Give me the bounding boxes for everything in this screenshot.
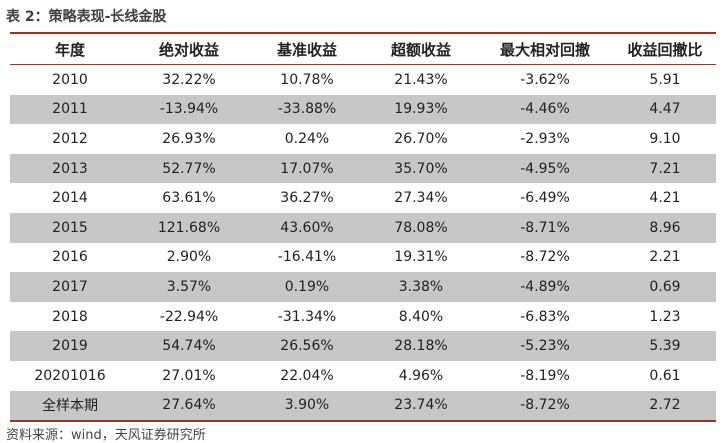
table-row: 2014 63.61% 36.27% 27.34% -6.49% 4.21 [10, 183, 716, 213]
cell-return-drawdown-ratio: 4.21 [649, 190, 681, 207]
table-row: 20201016 27.01% 22.04% 4.96% -8.19% 0.61 [10, 361, 716, 391]
cell-max-relative-drawdown: -8.71% [520, 219, 570, 236]
cell-benchmark-return: 43.60% [280, 219, 334, 236]
cell-excess-return: 4.96% [398, 367, 444, 384]
column-header-max-relative-drawdown: 最大相对回撤 [499, 40, 590, 59]
cell-return-drawdown-ratio: 0.69 [649, 278, 681, 295]
cell-excess-return: 3.38% [398, 278, 444, 295]
table-header-row: 年度 绝对收益 基准收益 超额收益 最大相对回撤 收益回撤比 [10, 34, 716, 65]
cell-benchmark-return: -31.34% [277, 308, 337, 325]
cell-absolute-return: 54.74% [162, 338, 216, 355]
cell-year: 2012 [52, 130, 88, 147]
cell-year: 2010 [52, 71, 88, 88]
cell-benchmark-return: -16.41% [277, 249, 337, 266]
cell-return-drawdown-ratio: 1.23 [649, 308, 681, 325]
cell-return-drawdown-ratio: 2.72 [649, 397, 681, 414]
cell-absolute-return: 26.93% [162, 130, 216, 147]
cell-excess-return: 27.34% [394, 190, 448, 207]
cell-year: 2019 [52, 338, 88, 355]
cell-benchmark-return: 26.56% [280, 338, 334, 355]
column-header-excess-return: 超额收益 [390, 40, 451, 59]
column-header-benchmark-return: 基准收益 [276, 40, 337, 59]
cell-excess-return: 21.43% [394, 71, 448, 88]
cell-return-drawdown-ratio: 0.61 [649, 367, 681, 384]
cell-return-drawdown-ratio: 9.10 [649, 130, 681, 147]
table-row: 2012 26.93% 0.24% 26.70% -2.93% 9.10 [10, 124, 716, 154]
cell-max-relative-drawdown: -2.93% [520, 130, 570, 147]
cell-benchmark-return: 17.07% [280, 160, 334, 177]
cell-return-drawdown-ratio: 4.47 [649, 101, 681, 118]
table-row: 2018 -22.94% -31.34% 8.40% -6.83% 1.23 [10, 302, 716, 332]
table-row: 2013 52.77% 17.07% 35.70% -4.95% 7.21 [10, 153, 716, 184]
cell-max-relative-drawdown: -6.49% [520, 190, 570, 207]
cell-absolute-return: 52.77% [162, 160, 216, 177]
cell-year: 2015 [52, 219, 88, 236]
table-row: 2017 3.57% 0.19% 3.38% -4.89% 0.69 [10, 272, 716, 302]
cell-excess-return: 35.70% [394, 160, 448, 177]
table-row: 2010 32.22% 10.78% 21.43% -3.62% 5.91 [10, 65, 716, 95]
cell-max-relative-drawdown: -8.72% [520, 249, 570, 266]
table-row: 2019 54.74% 26.56% 28.18% -5.23% 5.39 [10, 331, 716, 361]
cell-year: 2011 [52, 101, 88, 118]
cell-benchmark-return: 3.90% [284, 397, 330, 414]
cell-benchmark-return: 0.24% [284, 130, 330, 147]
table-row: 2015 121.68% 43.60% 78.08% -8.71% 8.96 [10, 212, 716, 243]
source-note: 资料来源：wind，天风证券研究所 [6, 428, 206, 443]
cell-benchmark-return: 0.19% [284, 278, 330, 295]
cell-absolute-return: 63.61% [162, 190, 216, 207]
cell-absolute-return: -13.94% [159, 101, 219, 118]
table-row: 2016 2.90% -16.41% 19.31% -8.72% 2.21 [10, 243, 716, 273]
column-header-absolute-return: 绝对收益 [158, 40, 219, 59]
cell-absolute-return: 3.57% [166, 278, 212, 295]
cell-excess-return: 78.08% [394, 219, 448, 236]
cell-benchmark-return: 22.04% [280, 367, 334, 384]
cell-benchmark-return: -33.88% [277, 101, 337, 118]
cell-year: 全样本期 [42, 398, 98, 415]
cell-excess-return: 19.93% [394, 101, 448, 118]
cell-excess-return: 26.70% [394, 130, 448, 147]
cell-year: 2018 [52, 308, 88, 325]
cell-max-relative-drawdown: -8.72% [520, 397, 570, 414]
cell-absolute-return: 2.90% [166, 249, 212, 266]
cell-absolute-return: 27.01% [162, 367, 216, 384]
cell-max-relative-drawdown: -4.46% [520, 101, 570, 118]
cell-absolute-return: 121.68% [157, 219, 221, 236]
cell-max-relative-drawdown: -8.19% [520, 367, 570, 384]
cell-excess-return: 28.18% [394, 338, 448, 355]
cell-year: 2016 [52, 249, 88, 266]
cell-excess-return: 23.74% [394, 397, 448, 414]
cell-max-relative-drawdown: -6.83% [520, 308, 570, 325]
strategy-performance-table: 年度 绝对收益 基准收益 超额收益 最大相对回撤 收益回撤比 2010 32.22… [10, 32, 716, 423]
cell-return-drawdown-ratio: 8.96 [649, 219, 681, 236]
cell-absolute-return: -22.94% [159, 308, 219, 325]
cell-return-drawdown-ratio: 2.21 [649, 249, 681, 266]
cell-year: 20201016 [34, 367, 106, 384]
cell-max-relative-drawdown: -5.23% [520, 338, 570, 355]
column-header-return-drawdown-ratio: 收益回撤比 [627, 40, 703, 59]
cell-benchmark-return: 10.78% [280, 71, 334, 88]
cell-year: 2013 [52, 160, 88, 177]
cell-max-relative-drawdown: -4.89% [520, 278, 570, 295]
cell-benchmark-return: 36.27% [280, 190, 334, 207]
cell-return-drawdown-ratio: 5.39 [649, 338, 681, 355]
table-row: 2011 -13.94% -33.88% 19.93% -4.46% 4.47 [10, 94, 716, 125]
cell-absolute-return: 32.22% [162, 71, 216, 88]
cell-max-relative-drawdown: -4.95% [520, 160, 570, 177]
cell-excess-return: 8.40% [398, 308, 444, 325]
cell-excess-return: 19.31% [394, 249, 448, 266]
column-header-year: 年度 [54, 40, 85, 59]
table-body: 2010 32.22% 10.78% 21.43% -3.62% 5.91 2011 -13.… [10, 65, 716, 421]
cell-absolute-return: 27.64% [162, 397, 216, 414]
cell-year: 2017 [52, 278, 88, 295]
cell-return-drawdown-ratio: 7.21 [649, 160, 681, 177]
table-title: 表 2：策略表现-长线金股 [6, 9, 167, 25]
cell-year: 2014 [52, 190, 88, 207]
table-row: 全样本期 27.64% 3.90% 23.74% -8.72% 2.72 [10, 390, 716, 421]
cell-max-relative-drawdown: -3.62% [520, 71, 570, 88]
cell-return-drawdown-ratio: 5.91 [649, 71, 681, 88]
